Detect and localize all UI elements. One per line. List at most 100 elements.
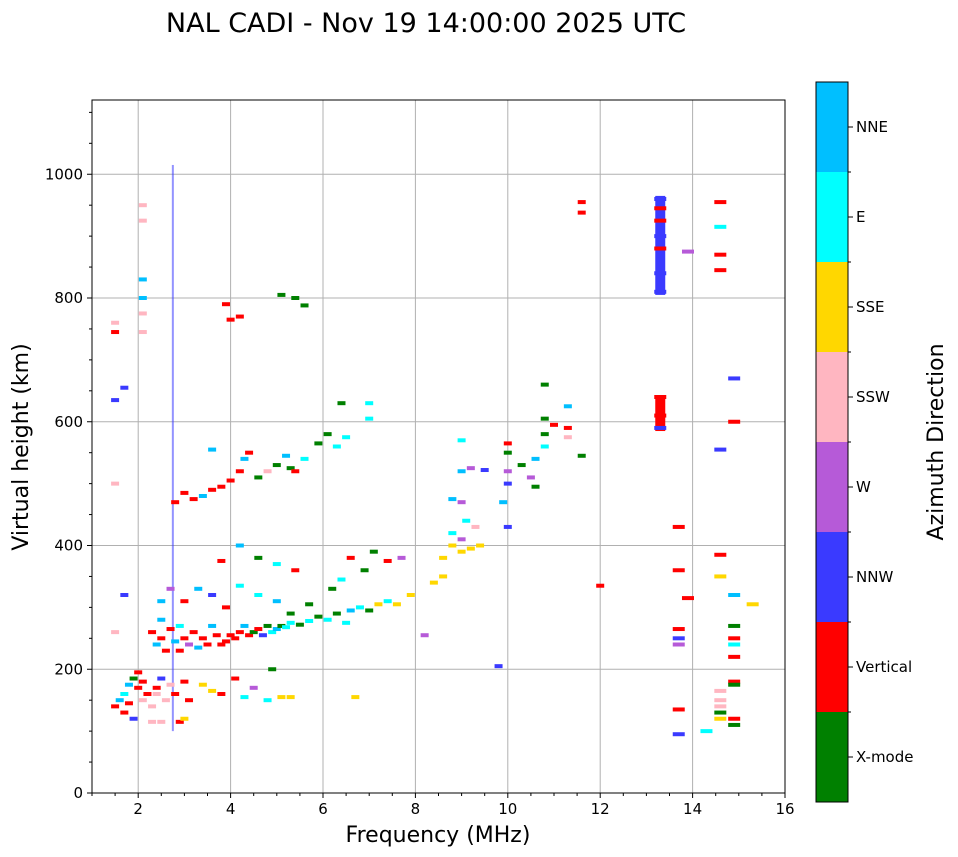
- echo-point: [654, 425, 667, 430]
- y-tick-label: 600: [54, 413, 83, 431]
- echo-point: [291, 568, 300, 573]
- echo-point: [714, 688, 727, 693]
- vertical-trace: [655, 195, 666, 295]
- echo-point: [714, 704, 727, 709]
- y-axis-label: Virtual height (km): [9, 343, 34, 550]
- echo-point: [175, 623, 184, 628]
- colorbar: X-mode Vertical NNW W SSW SSE E NNE: [815, 81, 913, 803]
- echo-point: [728, 593, 741, 597]
- echo-point: [714, 224, 727, 229]
- x-tick-label: 4: [226, 800, 236, 818]
- echo-point: [654, 413, 667, 418]
- y-tick-label: 200: [54, 660, 83, 678]
- echo-point: [480, 468, 489, 473]
- x-axis-ticks: 2 4 6 8 10 12 14 16: [91, 793, 795, 818]
- echo-point: [208, 688, 217, 693]
- echo-point: [728, 654, 741, 659]
- echo-point: [466, 466, 475, 471]
- echo-point: [360, 568, 369, 573]
- echo-point: [226, 317, 235, 322]
- echo-point: [268, 667, 277, 672]
- y-axis-ticks: 0 200 400 600 800 1000: [45, 111, 92, 802]
- echo-point: [221, 639, 230, 644]
- x-tick-label: 2: [133, 800, 143, 818]
- echo-point: [531, 456, 540, 461]
- echo-point: [120, 692, 129, 696]
- echo-point: [300, 303, 309, 308]
- echo-point: [392, 602, 401, 607]
- echo-point: [295, 622, 304, 627]
- echo-point: [314, 614, 323, 619]
- echo-point: [728, 682, 741, 687]
- echo-point: [111, 398, 120, 403]
- echo-point: [503, 450, 512, 455]
- echo-point: [240, 456, 249, 461]
- y-tick-label: 0: [73, 784, 83, 802]
- x-tick-label: 16: [775, 800, 794, 818]
- echo-point: [217, 642, 226, 647]
- echo-point: [654, 197, 667, 201]
- echo-point: [235, 314, 244, 319]
- echo-point: [171, 500, 180, 505]
- colorbar-frame: [815, 81, 849, 803]
- echo-point: [268, 630, 277, 635]
- echo-point: [462, 518, 471, 523]
- echo-point: [577, 453, 586, 458]
- echo-point: [171, 692, 180, 696]
- echo-point: [129, 676, 138, 681]
- echo-point: [728, 722, 741, 727]
- echo-point: [448, 497, 457, 502]
- colorbar-segment: [816, 172, 848, 262]
- echo-point: [152, 692, 161, 696]
- echo-point: [249, 685, 258, 690]
- echo-point: [124, 701, 133, 706]
- echo-point: [138, 203, 147, 208]
- echo-point: [171, 639, 180, 644]
- echo-point: [166, 586, 175, 591]
- echo-point: [300, 456, 309, 461]
- echo-point: [286, 695, 295, 700]
- x-tick-label: 12: [591, 800, 610, 818]
- echo-point: [439, 574, 448, 579]
- echo-point: [728, 623, 741, 628]
- echo-point: [240, 695, 249, 700]
- echo-point: [365, 416, 374, 421]
- colorbar-label-e: E: [856, 208, 865, 226]
- colorbar-segment: [816, 82, 848, 172]
- colorbar-label-vertical: Vertical: [856, 658, 912, 676]
- echo-point: [420, 633, 429, 638]
- echo-point: [540, 444, 549, 449]
- echo-point: [166, 682, 175, 687]
- echo-point: [111, 481, 120, 486]
- echo-point: [540, 416, 549, 421]
- echo-point: [714, 447, 727, 452]
- echo-point: [134, 670, 143, 675]
- echo-point: [654, 218, 667, 223]
- echo-point: [305, 618, 314, 623]
- echo-point: [277, 695, 286, 700]
- echo-point: [282, 453, 291, 458]
- echo-point: [138, 311, 147, 316]
- plot-frame: [91, 99, 786, 794]
- echo-point: [208, 593, 217, 597]
- echo-point: [180, 716, 189, 721]
- echo-point: [120, 593, 129, 597]
- echo-point: [531, 484, 540, 489]
- echo-point: [272, 627, 281, 632]
- x-tick-label: 14: [683, 800, 702, 818]
- echo-point: [457, 500, 466, 505]
- echo-point: [157, 599, 166, 604]
- echo-point: [138, 698, 147, 703]
- echo-point: [138, 277, 147, 282]
- echo-point: [226, 478, 235, 483]
- echo-point: [342, 620, 351, 625]
- echo-point: [198, 682, 207, 687]
- x-tick-label: 10: [498, 800, 517, 818]
- echo-point: [208, 487, 217, 492]
- echo-point: [208, 447, 217, 452]
- echo-point: [672, 732, 685, 737]
- grid-lines: [92, 100, 785, 793]
- echo-point: [286, 611, 295, 616]
- echo-point: [286, 466, 295, 471]
